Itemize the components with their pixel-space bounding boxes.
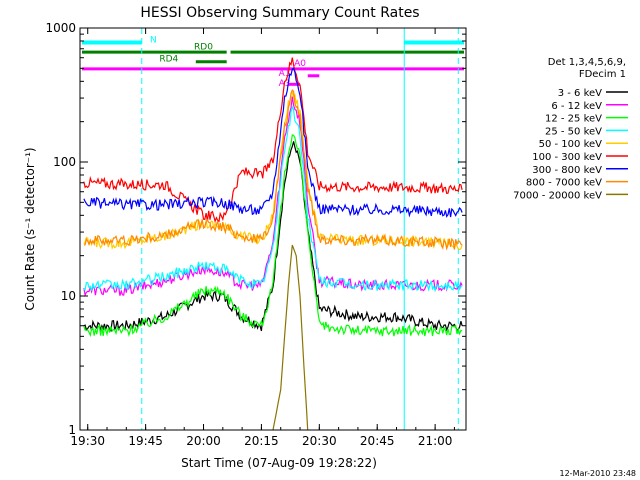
legend-header: FDecim 1 [579,69,626,80]
plot-frame [79,27,467,431]
legend-item-label: 50 - 100 keV [539,139,603,150]
series-line-2 [83,134,463,338]
y-tick-label: 1000 [45,21,76,35]
series-line-3 [83,105,463,293]
annotation-label-a0: A0 [294,59,306,69]
legend-item-label: 100 - 300 keV [532,152,602,163]
legend-item-label: 7000 - 20000 keV [513,190,602,201]
legend-header: Det 1,3,4,5,6,9, [548,57,626,68]
legend-item-label: 6 - 12 keV [551,101,602,112]
annotation-label-rd4: RD4 [159,55,178,65]
series-line-6 [83,67,463,218]
annotation-label-a1: A1 [279,69,291,79]
legend-item-label: 800 - 7000 keV [526,178,602,189]
x-tick-label: 20:45 [360,434,395,448]
y-axis-label: Count Rate (s⁻¹ detector⁻¹) [23,147,37,310]
x-tick-label: 19:30 [70,434,105,448]
series-line-4 [83,91,463,251]
annotation-label-n: N [150,35,157,45]
x-tick-label: 21:00 [418,434,453,448]
y-tick-label: 1 [68,423,76,437]
footer-timestamp: 12-Mar-2010 23:48 [560,469,637,478]
legend-item-label: 300 - 800 keV [532,165,602,176]
x-tick-label: 19:45 [128,434,163,448]
annotation-label-rd0: RD0 [194,43,213,53]
legend-item-label: 3 - 6 keV [558,88,602,99]
x-tick-label: 20:30 [302,434,337,448]
series-line-8 [272,244,309,431]
x-axis-label: Start Time (07-Aug-09 19:28:22) [181,456,377,470]
x-tick-label: 20:00 [186,434,221,448]
legend-item-label: 25 - 50 keV [545,126,602,137]
x-tick-label: 20:15 [244,434,279,448]
y-tick-label: 10 [61,289,76,303]
legend-item-label: 12 - 25 keV [545,114,602,125]
chart-title: HESSI Observing Summary Count Rates [140,5,419,21]
series-line-7 [83,89,463,251]
series-line-1 [83,96,463,298]
series-line-5 [83,57,463,224]
y-tick-label: 100 [53,155,76,169]
